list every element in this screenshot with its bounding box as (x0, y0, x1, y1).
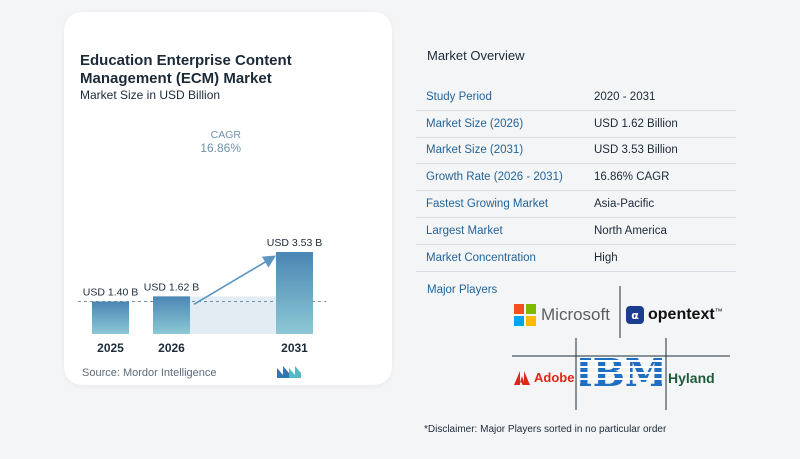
mordor-logo-icon (277, 366, 301, 378)
cagr-arrow (193, 255, 277, 306)
adobe-wordmark: Adobe (534, 370, 575, 385)
overview-label: Study Period (426, 90, 492, 103)
ibm-logo-mark: IBM (580, 354, 662, 390)
opentext-logo: α opentext ™ (626, 306, 723, 324)
overview-label: Market Concentration (426, 251, 536, 264)
svg-text:α: α (631, 309, 639, 322)
major-players-logos: Microsoft α opentext ™ Adobe IBM Hyl (508, 286, 738, 410)
growth-band (190, 296, 276, 334)
microsoft-wordmark: Microsoft (541, 305, 610, 324)
overview-table: Study Period 2020 - 2031 Market Size (20… (416, 84, 736, 272)
overview-row: Largest Market North America (416, 218, 736, 245)
cagr-value: 16.86% (200, 141, 241, 155)
overview-value: 16.86% CAGR (594, 171, 670, 184)
microsoft-windows-icon (514, 304, 536, 326)
overview-value: High (594, 251, 618, 264)
tick-label-2026: 2026 (158, 341, 185, 355)
overview-value: North America (594, 224, 667, 237)
overview-row: Fastest Growing Market Asia-Pacific (416, 191, 736, 218)
bar-2025 (92, 301, 129, 334)
bar-2026 (153, 296, 190, 334)
tick-label-2031: 2031 (281, 341, 308, 355)
ibm-logo: IBM (580, 354, 662, 390)
major-players-title: Major Players (427, 284, 498, 296)
data-label-2026: USD 1.62 B (144, 281, 199, 293)
overview-row: Growth Rate (2026 - 2031) 16.86% CAGR (416, 164, 736, 192)
opentext-mark-icon: α (626, 306, 644, 324)
adobe-a-icon (514, 370, 530, 385)
overview-value: 2020 - 2031 (594, 90, 656, 103)
overview-value: Asia-Pacific (594, 198, 655, 211)
overview-label: Market Size (2026) (426, 117, 524, 130)
market-size-chart: USD 1.40 B 2025 USD 1.62 B 2026 USD 3.53 B 20… (78, 129, 326, 355)
overview-value: USD 1.62 Billion (594, 117, 678, 130)
overview-label: Market Size (2031) (426, 144, 524, 157)
cagr-label: CAGR (211, 129, 242, 141)
overview-label: Fastest Growing Market (426, 198, 549, 211)
chart-subtitle: Market Size in USD Billion (80, 88, 221, 102)
overview-label: Largest Market (426, 224, 503, 237)
overview-label: Growth Rate (2026 - 2031) (426, 171, 563, 184)
hyland-logo: Hyland (668, 370, 715, 386)
hyland-wordmark: Hyland (668, 370, 715, 386)
overview-row: Market Size (2026) USD 1.62 Billion (416, 111, 736, 138)
logo-grid-lines (512, 286, 730, 410)
data-label-2031: USD 3.53 B (267, 237, 322, 249)
trademark-mark: ™ (714, 306, 723, 316)
source-note: Source: Mordor Intelligence (82, 367, 217, 379)
disclaimer-note: *Disclaimer: Major Players sorted in no … (424, 424, 667, 435)
chart-title: Education Enterprise Content Management … (80, 52, 292, 87)
overview-title: Market Overview (427, 48, 525, 63)
bar-2031 (276, 252, 313, 334)
data-label-2025: USD 1.40 B (83, 286, 138, 298)
opentext-wordmark: opentext (648, 306, 715, 323)
overview-row: Market Size (2031) USD 3.53 Billion (416, 138, 736, 165)
overview-value: USD 3.53 Billion (594, 144, 678, 157)
overview-row: Study Period 2020 - 2031 (416, 84, 736, 111)
microsoft-logo: Microsoft (514, 304, 610, 326)
tick-label-2025: 2025 (97, 341, 124, 355)
overview-row: Market Concentration High (416, 245, 736, 272)
adobe-logo: Adobe (514, 370, 574, 385)
